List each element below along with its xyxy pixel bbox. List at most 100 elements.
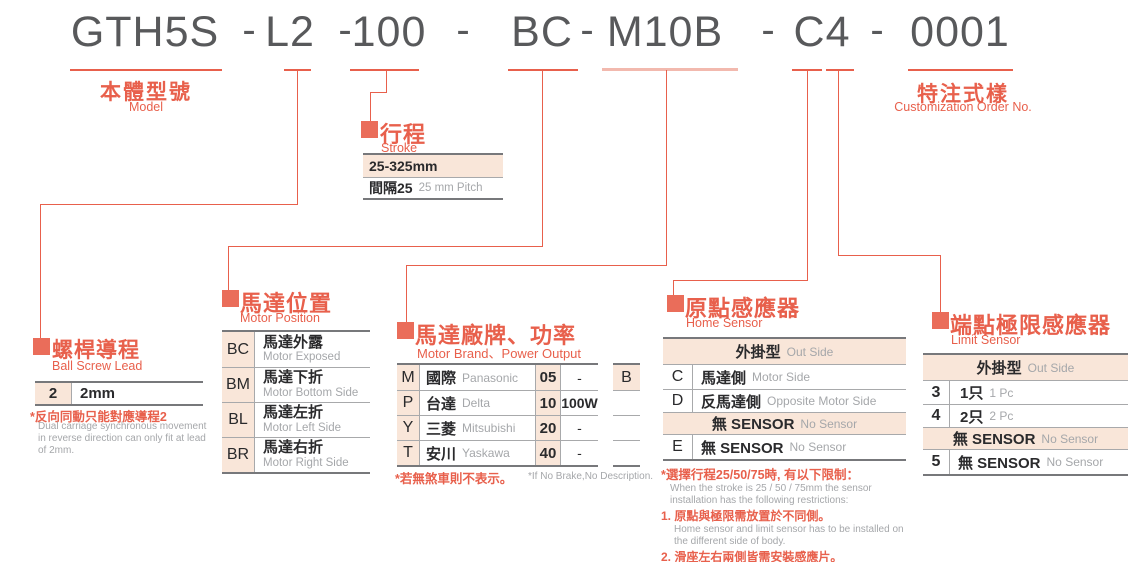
model-label-zh: 本體型號 [100, 81, 192, 104]
model-code-segment-lead: L2 [265, 8, 315, 56]
table-row [613, 440, 640, 465]
lead-value: 2mm [80, 385, 116, 402]
code-cell: 3 [923, 381, 950, 404]
row-zh: 馬達下折 [263, 369, 324, 387]
table-row: M 國際 Panasonic 05 - [397, 365, 598, 390]
motor-brand-title-zh: 馬達廠牌、功率 [415, 323, 577, 348]
lead-note-zh: *反向同動只能對應導程2 [30, 410, 167, 424]
table-row: 25-325mm [363, 155, 503, 177]
table-row: 2 2mm [35, 383, 203, 404]
power-code-cell: 20 [535, 416, 561, 440]
table-row [613, 415, 640, 440]
note-title-zh: *選擇行程25/50/75時, 有以下限制： [661, 468, 859, 482]
underline-stroke [350, 69, 419, 71]
connector-home-sensor [673, 280, 808, 281]
section-marker-icon [932, 312, 949, 329]
code-separator: - [242, 8, 256, 52]
row-en: No Sensor [1046, 455, 1104, 469]
row-zh: 無 SENSOR [958, 454, 1041, 472]
connector-motor-brand [406, 265, 667, 266]
section-marker-icon [667, 295, 684, 312]
limit-sensor-title-zh: 端點極限感應器 [950, 313, 1112, 338]
customization-label-zh: 特注式樣 [917, 83, 1009, 106]
connector-stroke [386, 70, 387, 93]
row-en: Motor Side [752, 370, 811, 384]
limit-sensor-title-en: Limit Sensor [951, 333, 1021, 347]
connector-motor-position [542, 70, 543, 246]
stroke-pitch-zh: 間隔25 [369, 180, 413, 196]
table-row: BM 馬達下折 Motor Bottom Side [222, 367, 370, 402]
row-en: Motor Exposed [263, 351, 341, 364]
power-value: - [577, 445, 582, 461]
row-en: Motor Right Side [263, 456, 349, 469]
brake-code-cell: B [613, 365, 640, 390]
header-zh: 外掛型 [735, 344, 781, 361]
connector-motor-brand [666, 70, 667, 265]
table-row: T 安川 Yaskawa 40 - [397, 440, 598, 465]
stroke-range: 25-325mm [369, 158, 438, 174]
row-zh: 無 SENSOR [701, 439, 784, 457]
code-separator: - [761, 8, 775, 52]
model-code-segment-motor-position: BC [511, 8, 573, 56]
code-cell: BR [222, 438, 255, 472]
header-zh: 外掛型 [976, 360, 1022, 377]
table-row: Y 三菱 Mitsubishi 20 - [397, 415, 598, 440]
table-row: 5 無 SENSOR No Sensor [923, 449, 1128, 474]
connector-lead [40, 204, 41, 338]
model-code-segment-stroke: 100 [351, 8, 427, 56]
header-en: No Sensor [1041, 431, 1099, 446]
code-cell: BC [222, 332, 255, 367]
home-sensor-title-en: Home Sensor [686, 316, 763, 330]
power-value: - [577, 369, 582, 386]
table-row: P 台達 Delta 10 100W [397, 390, 598, 415]
code-cell: M [397, 365, 420, 390]
connector-limit-sensor [940, 255, 941, 312]
code-cell: T [397, 441, 420, 465]
model-code-segment-motor-brand: M10B [606, 8, 724, 56]
model-code-segment-body: GTH5S [70, 8, 220, 56]
underline-model [70, 69, 222, 71]
motor-position-title-en: Motor Position [240, 311, 320, 325]
code-cell: D [663, 390, 693, 412]
code-cell: 5 [923, 450, 950, 474]
section-marker-icon [33, 338, 50, 355]
table-row: 4 2只 2 Pc [923, 404, 1128, 427]
lead-title-zh: 螺桿導程 [52, 339, 140, 362]
connector-home-sensor [673, 280, 674, 295]
motor-brand-title-en: Motor Brand、Power Output [417, 346, 582, 361]
underline-custom [908, 69, 1013, 71]
table-header-row: 外掛型 Out Side [663, 339, 906, 364]
lead-note-en: Dual carriage synchronous movement in re… [38, 421, 207, 456]
brand-zh: 台達 [426, 395, 457, 413]
brand-en: Panasonic [462, 370, 519, 385]
header-zh: 無 SENSOR [952, 431, 1036, 448]
code-separator: - [456, 8, 470, 52]
connector-motor-brand [406, 265, 407, 322]
table-row: BL 馬達左折 Motor Left Side [222, 402, 370, 437]
row-en: No Sensor [789, 440, 847, 454]
table-row: 間隔25 25 mm Pitch [363, 177, 503, 198]
model-code-segment-custom: 0001 [910, 8, 1010, 56]
brand-en: Yaskawa [462, 446, 510, 460]
connector-stroke [370, 92, 387, 93]
note-item1-en: Home sensor and limit sensor has to be i… [674, 524, 904, 547]
connector-motor-position [228, 246, 543, 247]
power-code-cell: 10 [535, 391, 561, 415]
header-en: Out Side [786, 344, 834, 359]
stroke-title-zh: 行程 [380, 122, 427, 147]
stroke-title-en: Stroke [381, 141, 418, 155]
lead-table: 2 2mm [35, 381, 203, 406]
code-cell: 2 [35, 383, 72, 404]
model-code-segment-sensors: C4 [793, 8, 851, 56]
row-zh: 馬達右折 [263, 439, 324, 457]
row-zh: 2只 [960, 408, 984, 426]
home-sensor-notes: *選擇行程25/50/75時, 有以下限制： When the stroke i… [661, 464, 917, 562]
brake-column-table: B [613, 363, 640, 467]
row-zh: 反馬達側 [701, 393, 762, 411]
brand-en: Delta [462, 396, 491, 410]
code-cell: Y [397, 416, 420, 440]
code-cell: E [663, 435, 693, 459]
table-row: B [613, 365, 640, 390]
motor-brand-note-en: *If No Brake,No Description. [528, 471, 654, 482]
